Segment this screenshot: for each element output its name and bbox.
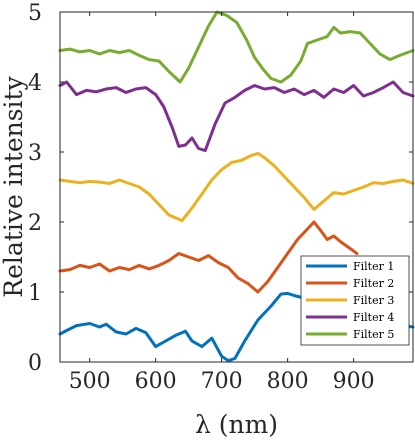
legend-label: Filter 5: [353, 328, 394, 341]
x-tick-label: 700: [201, 369, 243, 394]
plot-area-frame: [59, 11, 414, 363]
x-axis-label: λ (nm): [195, 410, 278, 439]
x-tick-label: 600: [135, 369, 177, 394]
series-line-filter-2: [58, 220, 359, 294]
y-tick-label: 5: [28, 1, 42, 26]
legend-label: Filter 3: [353, 294, 394, 307]
series-line-filter-5: [58, 10, 415, 84]
y-tick-label: 2: [28, 211, 42, 236]
series-line-filter-3: [58, 151, 415, 223]
legend-label: Filter 2: [353, 277, 394, 290]
x-tick-label: 800: [267, 369, 309, 394]
x-tick-label: 900: [333, 369, 375, 394]
legend: Filter 1 Filter 2 Filter 3 Filter 4 Filter 5: [300, 255, 410, 346]
legend-label: Filter 4: [353, 311, 394, 324]
ticks-layer: 500 600 700 800 900 0 1 2 3 4 5: [28, 1, 413, 394]
series-line-filter-4: [58, 80, 415, 153]
x-tick-label: 500: [69, 369, 111, 394]
y-tick-label: 3: [28, 141, 42, 166]
y-axis-label: Relative intensity: [0, 75, 28, 297]
y-tick-label: 0: [28, 351, 42, 376]
y-tick-label: 4: [28, 71, 42, 96]
legend-label: Filter 1: [353, 260, 394, 273]
y-tick-label: 1: [28, 281, 42, 306]
